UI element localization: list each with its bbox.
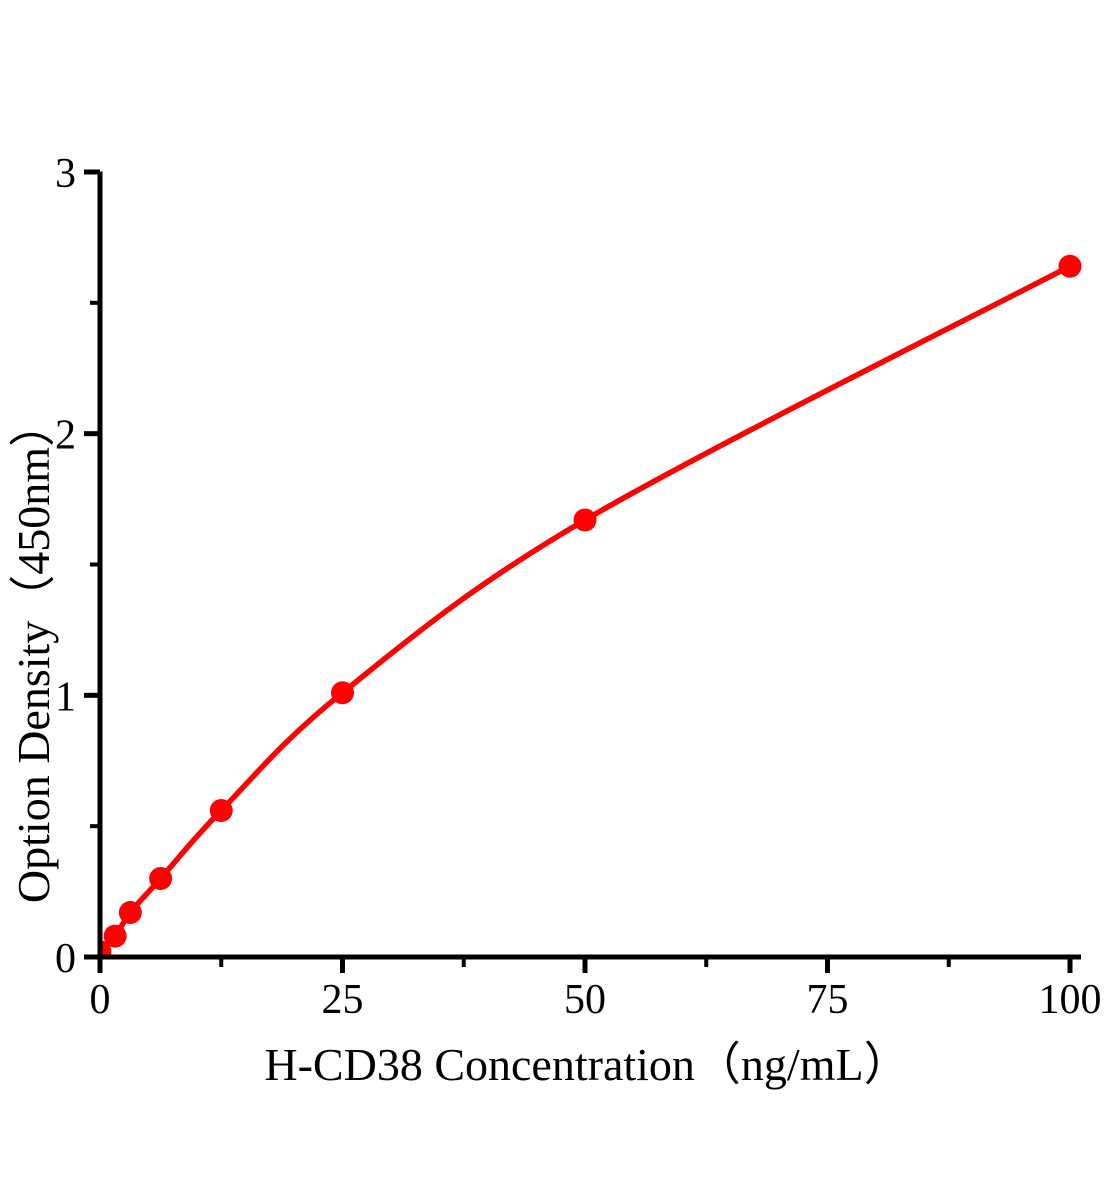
- data-point-marker: [331, 681, 354, 705]
- data-point-marker: [1058, 254, 1082, 278]
- data-point-marker: [118, 901, 142, 925]
- data-point-marker: [573, 508, 597, 532]
- x-tick-label: 100: [1039, 977, 1102, 1023]
- y-tick-label: 2: [55, 413, 76, 459]
- x-axis-title: H-CD38 Concentration（ng/mL）: [264, 1039, 910, 1090]
- data-point-marker: [103, 924, 127, 948]
- standard-curve-line: [100, 263, 1072, 954]
- data-point-marker: [149, 867, 173, 890]
- x-tick-label: 50: [564, 977, 606, 1023]
- y-tick-label: 1: [55, 674, 76, 720]
- data-series-group: [100, 254, 1082, 957]
- y-tick-label: 0: [55, 936, 76, 982]
- x-tick-label: 0: [90, 977, 111, 1023]
- data-point-marker: [209, 798, 233, 822]
- y-axis-title: Option Density（450nm）: [8, 400, 59, 904]
- y-tick-label: 3: [55, 151, 76, 197]
- x-tick-label: 75: [807, 977, 849, 1023]
- x-tick-label: 25: [322, 977, 364, 1023]
